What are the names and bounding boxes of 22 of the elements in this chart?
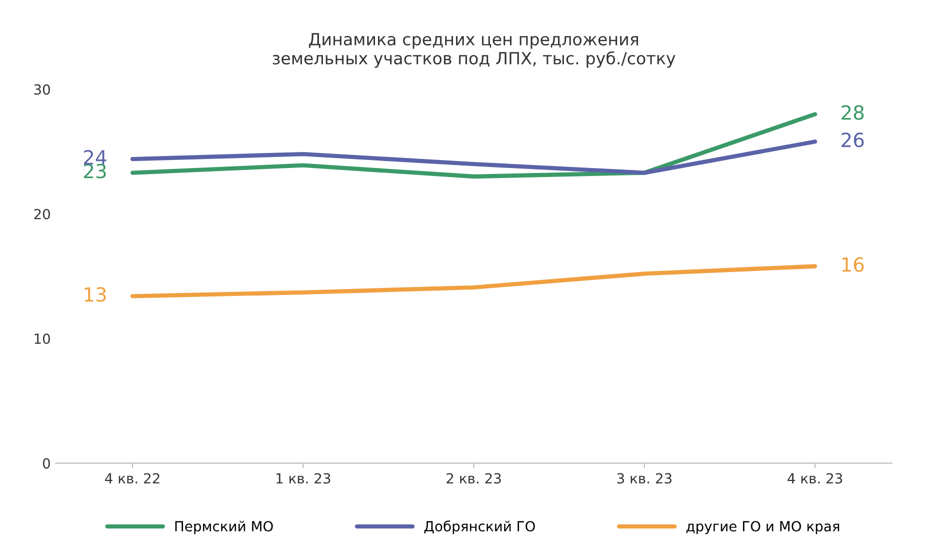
data-label: 24: [84, 150, 106, 164]
data-label: 28: [842, 105, 864, 120]
data-label: 23: [84, 164, 106, 178]
legend-label: другие ГО и МО края: [686, 520, 840, 534]
data-label: 13: [84, 287, 106, 302]
y-tick-label: 20: [34, 208, 50, 220]
x-tick-label: 2 кв. 23: [446, 473, 501, 484]
legend-label: Пермский МО: [175, 520, 273, 534]
y-tick-label: 10: [34, 333, 50, 344]
data-label: 26: [842, 132, 864, 148]
x-tick-label: 4 кв. 22: [105, 473, 160, 484]
legend-label: Добрянский ГО: [424, 520, 535, 534]
x-tick-label: 4 кв. 23: [788, 473, 842, 484]
line-series: [130, 112, 818, 179]
x-tick-label: 1 кв. 23: [276, 473, 330, 484]
data-label: 16: [842, 257, 864, 272]
x-tick-label: 3 кв. 23: [617, 473, 672, 484]
line-series: [130, 140, 818, 175]
y-tick-label: 0: [42, 458, 50, 469]
chart-title: Динамика средних цен предложения земельных участков под ЛПХ, тыс. руб./сотку: [272, 33, 676, 68]
y-tick-label: 30: [34, 84, 50, 95]
line-series: [130, 264, 818, 298]
